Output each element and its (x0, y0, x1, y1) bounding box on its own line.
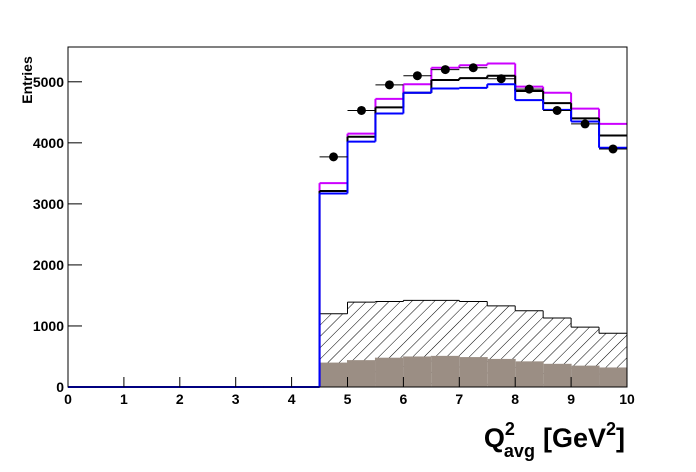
x-label-base: Q (484, 423, 505, 453)
x-tick-label: 4 (288, 391, 296, 407)
x-tick-label: 0 (64, 391, 72, 407)
data-point (608, 144, 618, 154)
x-tick-label: 2 (176, 391, 184, 407)
hist-bin-fill (431, 355, 460, 387)
data-point (552, 105, 562, 115)
data-point (384, 80, 394, 90)
data-point (329, 152, 339, 162)
hist-bin-fill (459, 357, 488, 387)
y-tick-label: 1000 (33, 318, 64, 334)
x-tick-label: 9 (567, 391, 575, 407)
data-point (440, 65, 450, 75)
y-axis-label: Entries (19, 56, 35, 104)
y-tick-label: 3000 (33, 196, 64, 212)
x-label-close: ] (616, 423, 625, 453)
hist-bin-fill (599, 367, 627, 387)
data-point (412, 71, 422, 81)
hist-bin-fill (543, 363, 572, 387)
x-tick-label: 5 (344, 391, 352, 407)
hist-bin-fill (487, 358, 516, 387)
y-tick-label: 2000 (33, 257, 64, 273)
x-tick-label: 3 (232, 391, 240, 407)
hist-bin-fill (319, 362, 348, 387)
hist-bin-fill (403, 356, 432, 387)
hist-bin-fill (571, 365, 600, 387)
y-tick-label: 0 (56, 379, 64, 395)
x-tick-label: 8 (511, 391, 519, 407)
x-tick-label: 1 (120, 391, 128, 407)
y-tick-label: 5000 (33, 74, 64, 90)
hist-bin-fill (515, 361, 544, 387)
hist-bin-fill (375, 357, 404, 387)
data-point (524, 84, 534, 94)
y-tick-label: 4000 (33, 135, 64, 151)
x-label-unit: [GeV (543, 423, 606, 453)
data-point (496, 74, 506, 84)
x-axis-label: Q2 avg [GeV2] (484, 419, 625, 461)
hist-bin-fill (347, 360, 376, 387)
x-label-sub: avg (504, 441, 535, 461)
data-point (356, 105, 366, 115)
data-point (468, 63, 478, 73)
x-tick-label: 6 (400, 391, 408, 407)
x-label-unit-sup: 2 (606, 419, 616, 439)
x-label-sup: 2 (505, 419, 515, 439)
data-point (580, 119, 590, 129)
x-tick-label: 10 (619, 391, 635, 407)
x-tick-label: 7 (455, 391, 463, 407)
